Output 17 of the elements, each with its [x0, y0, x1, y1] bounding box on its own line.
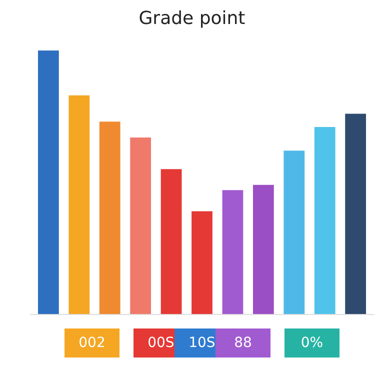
bar — [130, 137, 152, 314]
bar — [345, 114, 366, 314]
bar — [252, 184, 274, 314]
text: 002 — [78, 335, 106, 351]
bar — [38, 50, 59, 314]
text: 88 — [234, 335, 252, 351]
bar — [314, 126, 336, 314]
text: 0% — [300, 335, 324, 351]
text: 00S — [148, 335, 174, 351]
text: 10S — [188, 335, 216, 351]
chart-title: Grade point — [138, 8, 246, 30]
bar — [284, 150, 305, 314]
bar — [222, 190, 244, 314]
bar — [68, 95, 90, 314]
bar — [99, 122, 120, 314]
bar — [192, 211, 212, 314]
bar — [160, 169, 182, 314]
